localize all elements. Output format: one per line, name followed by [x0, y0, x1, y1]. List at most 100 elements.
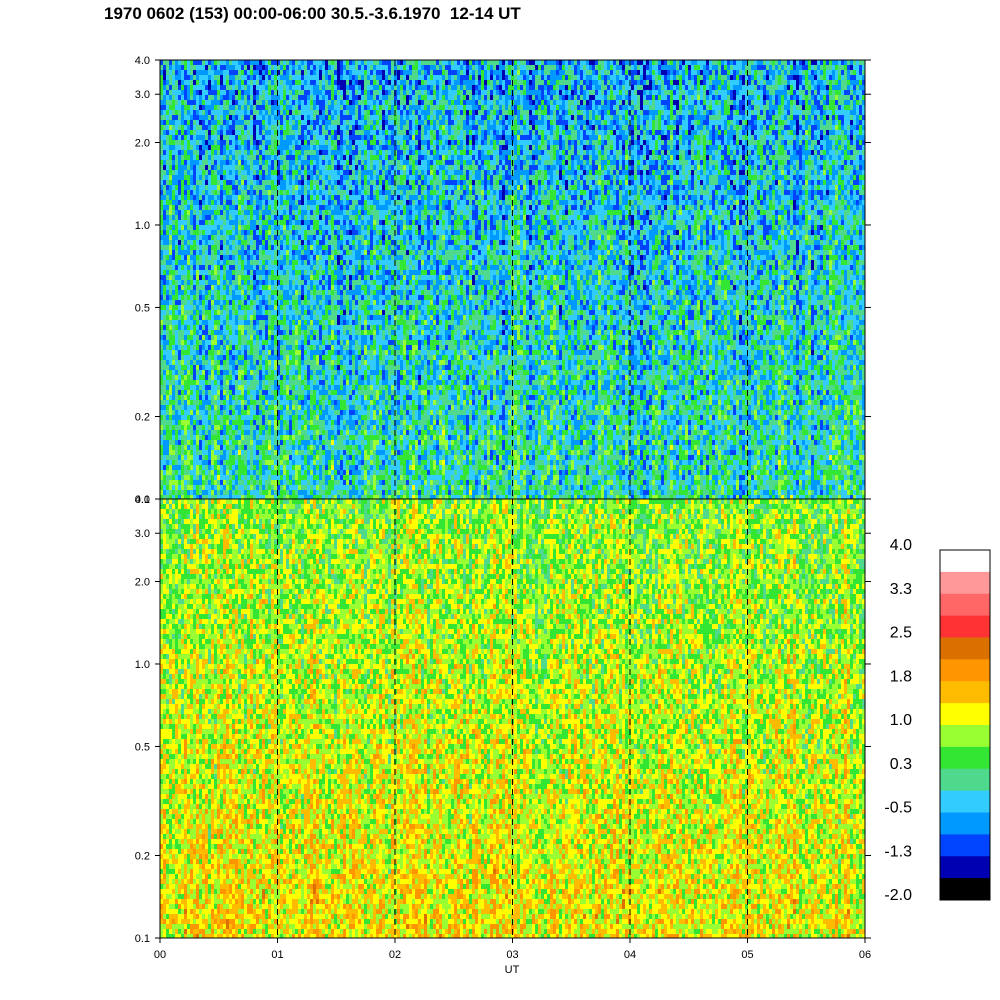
heatmap-cell — [490, 120, 493, 125]
heatmap-cell — [346, 115, 349, 120]
heatmap-cell — [361, 90, 364, 95]
heatmap-cell — [802, 95, 805, 100]
heatmap-cell — [469, 115, 472, 120]
heatmap-cell — [661, 110, 664, 115]
heatmap-cell — [454, 85, 457, 90]
heatmap-cell — [352, 85, 355, 90]
heatmap-cell — [844, 85, 847, 90]
heatmap-cell — [706, 130, 709, 135]
heatmap-cell — [496, 120, 499, 125]
heatmap-cell — [436, 120, 439, 125]
heatmap-cell — [214, 95, 217, 100]
heatmap-cell — [469, 85, 472, 90]
heatmap-cell — [772, 120, 775, 125]
heatmap-cell — [328, 90, 331, 95]
heatmap-cell — [373, 100, 376, 105]
heatmap-cell — [175, 60, 178, 65]
heatmap-cell — [607, 60, 610, 65]
heatmap-cell — [250, 135, 253, 140]
heatmap-cell — [553, 80, 556, 85]
heatmap-cell — [304, 90, 307, 95]
heatmap-cell — [853, 110, 856, 115]
heatmap-cell — [223, 90, 226, 95]
heatmap-cell — [289, 85, 292, 90]
heatmap-cell — [586, 105, 589, 110]
heatmap-cell — [181, 100, 184, 105]
heatmap-cell — [619, 65, 622, 70]
heatmap-cell — [826, 105, 829, 110]
heatmap-cell — [709, 100, 712, 105]
heatmap-cell — [553, 105, 556, 110]
heatmap-cell — [361, 70, 364, 75]
heatmap-cell — [517, 75, 520, 80]
heatmap-cell — [280, 120, 283, 125]
heatmap-cell — [733, 110, 736, 115]
heatmap-cell — [718, 75, 721, 80]
heatmap-cell — [613, 65, 616, 70]
heatmap-cell — [241, 65, 244, 70]
heatmap-cell — [496, 130, 499, 135]
heatmap-cell — [547, 80, 550, 85]
heatmap-cell — [688, 95, 691, 100]
heatmap-cell — [661, 95, 664, 100]
heatmap-cell — [280, 60, 283, 65]
heatmap-cell — [199, 115, 202, 120]
heatmap-cell — [487, 60, 490, 65]
heatmap-cell — [736, 100, 739, 105]
heatmap-cell — [349, 60, 352, 65]
heatmap-cell — [373, 65, 376, 70]
heatmap-cell — [463, 110, 466, 115]
heatmap-cell — [646, 95, 649, 100]
heatmap-cell — [700, 85, 703, 90]
heatmap-cell — [856, 80, 859, 85]
heatmap-cell — [673, 125, 676, 130]
heatmap-cell — [478, 70, 481, 75]
heatmap-cell — [325, 90, 328, 95]
heatmap-cell — [214, 100, 217, 105]
heatmap-cell — [457, 105, 460, 110]
heatmap-cell — [760, 100, 763, 105]
heatmap-cell — [592, 60, 595, 65]
heatmap-cell — [223, 85, 226, 90]
heatmap-cell — [412, 70, 415, 75]
heatmap-cell — [721, 105, 724, 110]
heatmap-cell — [616, 115, 619, 120]
heatmap-cell — [358, 65, 361, 70]
heatmap-cell — [631, 75, 634, 80]
heatmap-cell — [385, 130, 388, 135]
heatmap-cell — [265, 120, 268, 125]
heatmap-cell — [742, 80, 745, 85]
heatmap-cell — [568, 100, 571, 105]
heatmap-cell — [355, 110, 358, 115]
heatmap-cell — [520, 90, 523, 95]
heatmap-cell — [424, 115, 427, 120]
heatmap-cell — [508, 70, 511, 75]
heatmap-cell — [229, 100, 232, 105]
heatmap-cell — [436, 110, 439, 115]
heatmap-cell — [289, 90, 292, 95]
heatmap-cell — [685, 85, 688, 90]
heatmap-cell — [508, 115, 511, 120]
heatmap-cell — [334, 70, 337, 75]
heatmap-cell — [406, 80, 409, 85]
heatmap-cell — [466, 70, 469, 75]
heatmap-cell — [241, 75, 244, 80]
heatmap-cell — [298, 70, 301, 75]
heatmap-cell — [340, 60, 343, 65]
heatmap-cell — [415, 110, 418, 115]
heatmap-cell — [778, 60, 781, 65]
heatmap-cell — [406, 130, 409, 135]
heatmap-cell — [358, 80, 361, 85]
heatmap-cell — [697, 70, 700, 75]
heatmap-cell — [799, 70, 802, 75]
heatmap-cell — [553, 75, 556, 80]
heatmap-cell — [850, 115, 853, 120]
heatmap-cell — [496, 90, 499, 95]
heatmap-cell — [520, 70, 523, 75]
heatmap-cell — [718, 95, 721, 100]
heatmap-cell — [736, 90, 739, 95]
heatmap-cell — [499, 65, 502, 70]
heatmap-cell — [670, 75, 673, 80]
heatmap-cell — [334, 130, 337, 135]
heatmap-cell — [319, 100, 322, 105]
